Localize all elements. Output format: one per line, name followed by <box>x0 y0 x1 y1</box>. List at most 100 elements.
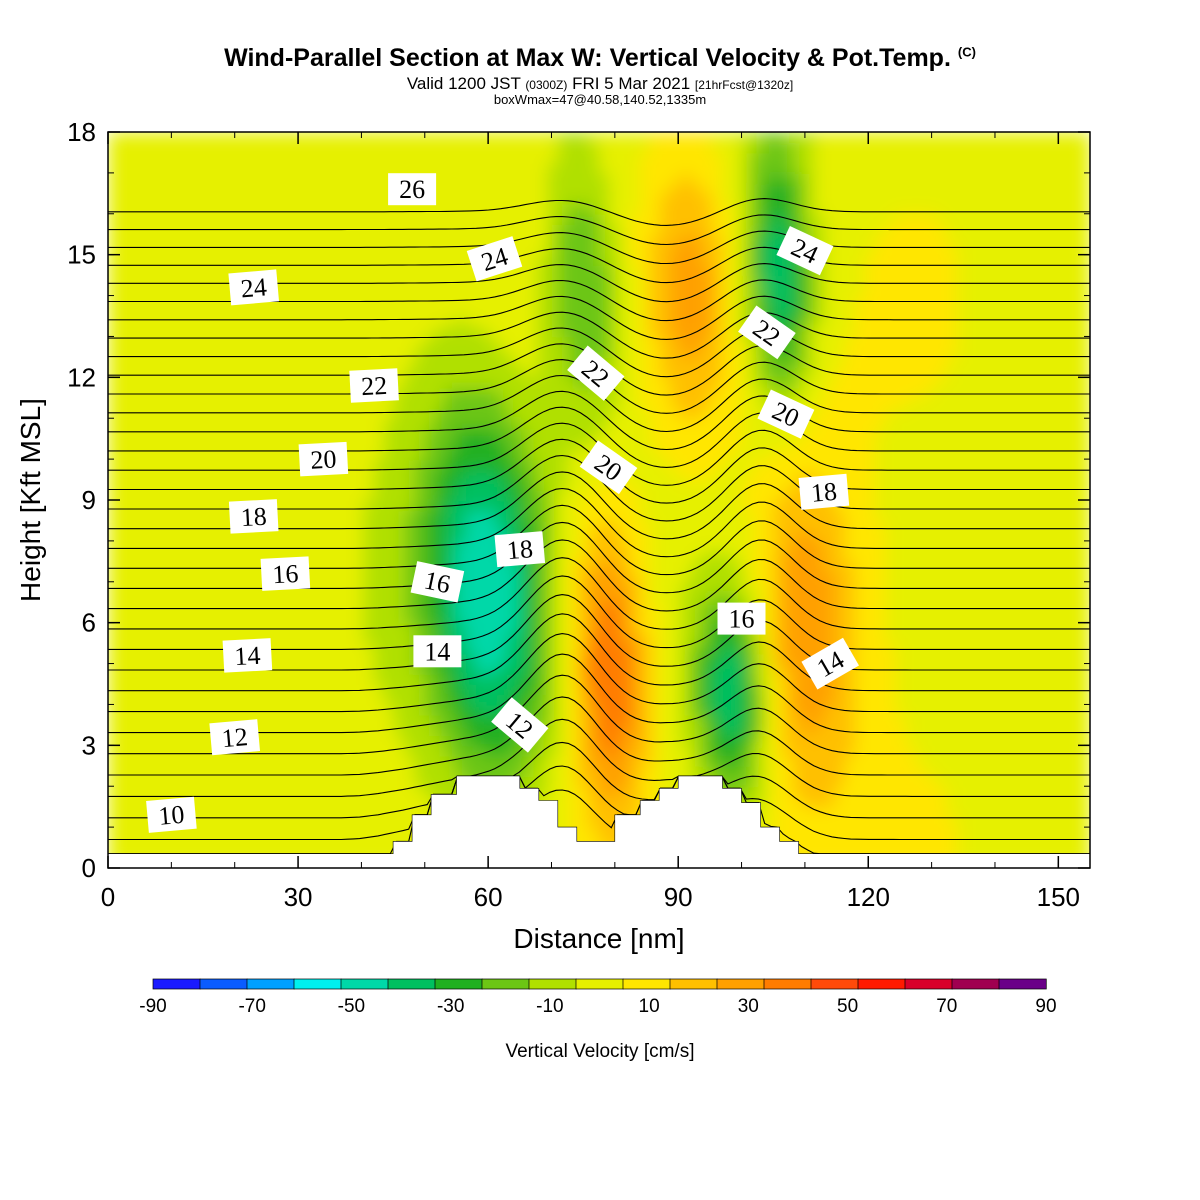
contour-label-text: 20 <box>310 444 337 474</box>
y-axis-label: Height [Kft MSL] <box>15 398 46 602</box>
theta-contour-line <box>108 557 1090 630</box>
theta-contour-line <box>108 765 1090 841</box>
colorbar-tick-label: -90 <box>139 996 166 1017</box>
colorbar-swatch <box>857 978 906 990</box>
y-tick-label: 9 <box>82 485 96 515</box>
copyright-mark: (C) <box>957 44 976 60</box>
contour-label-box <box>228 499 279 534</box>
valid-date: FRI 5 Mar 2021 <box>572 74 691 93</box>
contour-label: 14 <box>413 635 462 668</box>
colorbar-tick-label: -30 <box>437 996 464 1017</box>
colorbar-swatch <box>340 978 389 990</box>
contour-label-text: 10 <box>157 800 185 831</box>
contour-label-box <box>222 638 273 673</box>
colorbar-swatch <box>481 978 530 990</box>
valid-time: Valid 1200 JST <box>406 74 521 93</box>
contour-label-text: 16 <box>422 565 453 599</box>
theta-contour-line <box>108 575 1090 650</box>
contour-label-box <box>410 561 465 603</box>
contour-label-box <box>567 345 625 401</box>
y-tick-label: 12 <box>67 362 96 392</box>
valid-utc: (0300Z) <box>525 78 568 92</box>
contour-label-box <box>146 796 197 833</box>
colorbar-swatch <box>434 978 483 990</box>
colorbar-swatch <box>528 978 577 990</box>
contour-label-text: 26 <box>399 175 425 204</box>
contour-label: 24 <box>466 236 523 282</box>
contour-label: 18 <box>798 473 850 510</box>
contour-label: 18 <box>494 531 546 568</box>
contour-label-text: 22 <box>360 371 387 401</box>
contour-label: 16 <box>260 556 311 591</box>
theta-contour-line <box>108 390 1090 451</box>
theta-contour-line <box>108 246 1090 284</box>
colorbar-swatch <box>669 978 718 990</box>
colorbar-tick-label: -50 <box>338 996 365 1017</box>
contour-label-box <box>298 441 349 477</box>
theta-contour-line <box>108 718 1090 797</box>
x-tick-label: 60 <box>474 882 503 912</box>
colorbar-swatch <box>810 978 859 990</box>
colorbar-swatch <box>152 978 201 990</box>
theta-contour-line <box>108 674 1090 755</box>
colorbar-swatch <box>716 978 765 990</box>
chart-title: Wind-Parallel Section at Max W: Vertical… <box>0 44 1200 73</box>
theta-contour-labels: 1012141618202224262416141218222016222018… <box>146 173 859 833</box>
contour-label-box <box>757 389 815 439</box>
axes: 0 30 60 90 120 150 0 3 6 9 12 15 18 <box>67 117 1090 912</box>
contour-label-box <box>494 531 546 568</box>
y-tick-label: 15 <box>67 240 96 270</box>
contour-label-box <box>228 269 280 306</box>
contour-label-text: 14 <box>234 641 261 671</box>
contour-label: 16 <box>410 561 465 603</box>
contour-label: 16 <box>717 602 766 635</box>
x-tick-label: 120 <box>847 882 890 912</box>
colorbar: -90 -70 -50 -30 -10 10 30 50 70 90 <box>139 978 1057 1017</box>
x-tick-label: 150 <box>1037 882 1080 912</box>
theta-contour-line <box>108 696 1090 776</box>
contour-label-box <box>260 556 311 591</box>
theta-contour-line <box>108 230 1090 265</box>
contour-label: 10 <box>146 796 197 833</box>
x-tick-label: 30 <box>284 882 313 912</box>
theta-contour-line <box>108 311 1090 359</box>
contour-label-box <box>801 637 859 690</box>
contour-label-text: 24 <box>240 272 268 303</box>
colorbar-swatch <box>293 978 342 990</box>
x-axis-label: Distance [nm] <box>513 923 684 954</box>
colorbar-swatch <box>387 978 436 990</box>
contour-label: 22 <box>349 368 399 403</box>
contour-label-text: 14 <box>424 637 450 666</box>
theta-contour-line <box>108 613 1090 692</box>
chart-subtitle: Valid 1200 JST (0300Z) FRI 5 Mar 2021 [2… <box>0 74 1200 94</box>
theta-contour-line <box>108 741 1090 819</box>
colorbar-swatch <box>622 978 671 990</box>
y-tick-label: 3 <box>82 730 96 760</box>
colorbar-tick-label: 90 <box>1035 996 1056 1017</box>
contour-label-box <box>738 305 796 360</box>
contour-label-box <box>491 697 549 753</box>
colorbar-tick-label: 10 <box>639 996 660 1017</box>
theta-contour-line <box>108 487 1090 558</box>
contour-label-text: 18 <box>240 502 267 532</box>
colorbar-tick-label: -10 <box>536 996 563 1017</box>
contour-label: 22 <box>567 345 625 401</box>
theta-contour-line <box>108 198 1090 226</box>
colorbar-swatch <box>199 978 248 990</box>
colorbar-swatch <box>904 978 953 990</box>
colorbar-swatch <box>575 978 624 990</box>
box-info: boxWmax=47@40.58,140.52,1335m <box>493 92 707 107</box>
theta-contour-line <box>108 406 1090 468</box>
y-tick-label: 18 <box>67 117 96 147</box>
contour-label-box <box>388 173 437 206</box>
colorbar-swatch <box>951 978 1000 990</box>
contour-label: 14 <box>222 638 273 673</box>
theta-contour-line <box>108 295 1090 340</box>
contour-label: 12 <box>209 719 261 756</box>
contour-label-text: 12 <box>221 722 249 753</box>
theta-contour-line <box>108 214 1090 246</box>
plot-area: 1012141618202224262416141218222016222018… <box>108 132 1090 868</box>
contour-label-box <box>776 225 834 276</box>
colorbar-tick-label: 30 <box>738 996 759 1017</box>
